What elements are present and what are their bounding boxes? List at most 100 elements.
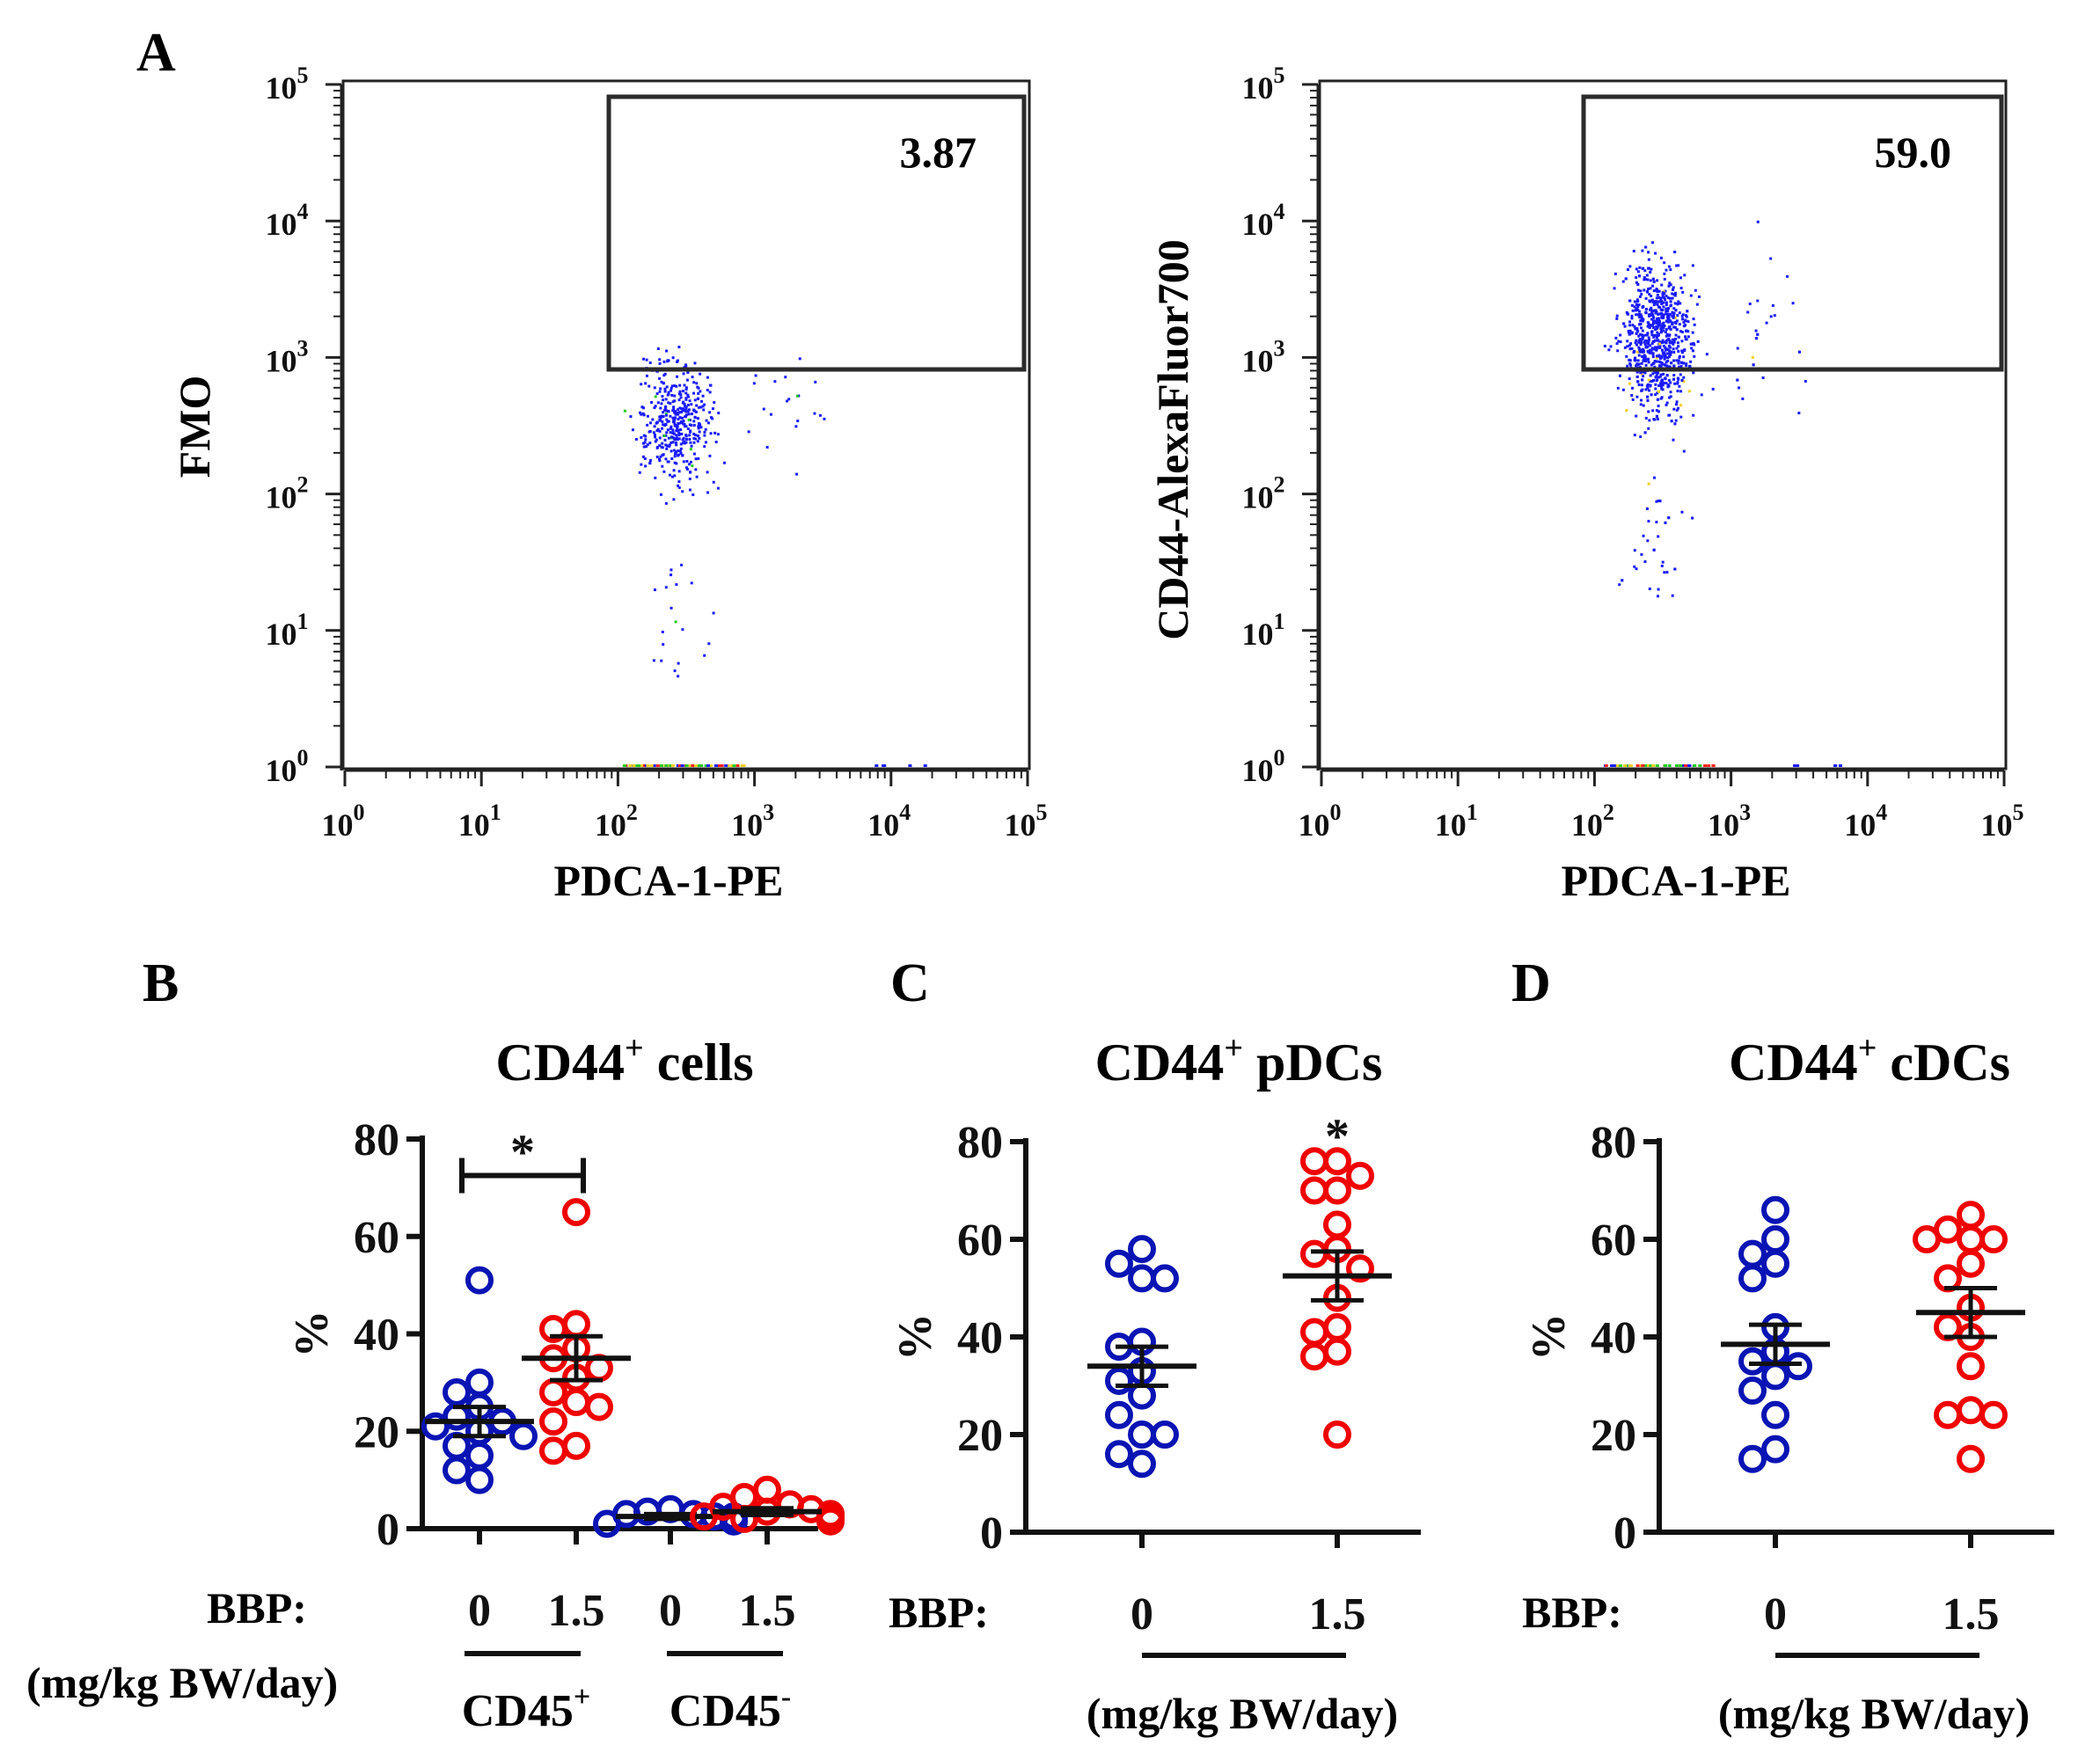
flowR-event <box>1627 329 1630 332</box>
flowR-event <box>1663 571 1666 574</box>
flowL-event <box>689 471 692 474</box>
flowR-event <box>1680 314 1684 318</box>
flowL-event <box>672 449 676 452</box>
flowR-event <box>1655 414 1658 418</box>
flowL-event <box>662 423 665 427</box>
flowL-event <box>677 398 681 402</box>
flowL-event <box>629 415 633 419</box>
flowL-event <box>654 405 657 408</box>
flowR-axis-event <box>1667 764 1672 767</box>
flowR-event <box>1648 587 1651 590</box>
flowR-event <box>1660 316 1664 319</box>
flowR-ytick-exp: 2 <box>1274 472 1285 498</box>
flowR-event <box>1665 301 1668 304</box>
flowR-event <box>1650 295 1653 298</box>
flowR-axis-event <box>1703 764 1708 767</box>
flow-plot-cd44: 59.0 100 101 102 103 104 10510010110210310410… <box>1148 62 2024 905</box>
flowL-event <box>676 437 679 441</box>
flowL-xtick-label: 103 <box>731 800 774 843</box>
flowL-event <box>654 476 657 479</box>
flowL-xtick-label: 105 <box>1005 800 1048 843</box>
flowR-event <box>1679 373 1682 376</box>
flowR-event <box>1672 293 1676 296</box>
flowL-event <box>655 456 659 459</box>
flowL-event <box>673 669 677 673</box>
flowR-event <box>1677 349 1680 353</box>
flowR-event <box>1638 347 1642 351</box>
flowR-event <box>1664 298 1667 302</box>
flowR-event <box>1679 390 1683 393</box>
flowL-event <box>688 434 691 437</box>
flowL-event <box>673 419 677 422</box>
cd45-pos-sup: + <box>574 1681 590 1713</box>
flowR-event <box>1669 312 1672 316</box>
flowL-event <box>685 459 689 463</box>
flowR-event <box>1635 276 1638 280</box>
flowR-event <box>1658 344 1662 347</box>
flowR-event <box>1637 354 1641 357</box>
flowR-event <box>1654 300 1657 303</box>
flowL-event <box>642 445 646 449</box>
flowR-event <box>1654 376 1657 379</box>
flowL-xtick-base: 10 <box>867 807 899 843</box>
flowR-event <box>1630 303 1634 307</box>
flowR-event <box>1656 339 1659 342</box>
flowR-event <box>1650 310 1654 313</box>
flowR-event <box>1635 307 1638 310</box>
flowR-event <box>1672 316 1675 319</box>
flowL-event <box>645 445 648 449</box>
flowR-event <box>1654 387 1657 391</box>
flowR-ytick-exp: 0 <box>1274 745 1285 770</box>
chartD-data-point <box>1934 1400 1962 1429</box>
flowR-event <box>1756 299 1760 303</box>
flowR-event <box>1650 363 1653 367</box>
flowL-ytick-label: 104 <box>266 199 309 242</box>
flowR-event <box>1682 355 1686 359</box>
flowL-axis-event <box>670 764 675 767</box>
flowR-axis-event <box>1686 764 1690 767</box>
flowL-event <box>675 443 678 447</box>
flowR-xtick-label: 102 <box>1571 800 1614 843</box>
flowR-event <box>1676 382 1679 385</box>
flowR-event <box>1655 379 1658 383</box>
flowL-axis-event <box>699 764 704 767</box>
flowR-event <box>1680 510 1684 514</box>
flowR-event <box>1667 320 1671 324</box>
flowR-event <box>1642 534 1645 537</box>
title-d-suffix: cDCs <box>1877 1033 2010 1092</box>
flowR-event <box>1650 318 1654 321</box>
flowR-event <box>1657 383 1661 387</box>
flowR-event <box>1642 348 1645 352</box>
flowR-event <box>1647 314 1650 318</box>
flowR-event <box>1639 435 1643 439</box>
flowL-event <box>648 430 651 434</box>
flowL-ytick-base: 10 <box>266 207 297 242</box>
flowL-event <box>664 423 668 427</box>
flowR-xtick-base: 10 <box>1299 807 1330 843</box>
flowL-event <box>674 452 677 456</box>
flowL-event <box>661 395 664 398</box>
flowL-event <box>701 394 705 398</box>
flowL-event <box>712 480 715 484</box>
flowL-event <box>644 438 648 442</box>
flowL-event <box>674 413 677 416</box>
flowL-event <box>673 410 677 413</box>
flowL-event <box>685 410 689 413</box>
flowL-event <box>643 456 647 460</box>
flowR-event <box>1679 415 1683 419</box>
flowL-event <box>686 427 690 431</box>
flowR-xtick-exp: 0 <box>1330 800 1342 825</box>
chartC-data-point <box>1323 1337 1351 1366</box>
flowR-event <box>1689 294 1693 297</box>
flowR-event <box>1660 300 1664 303</box>
flowL-event <box>681 628 684 632</box>
flowL-event <box>679 442 683 446</box>
flowL-event <box>634 437 638 441</box>
flowR-event <box>1656 398 1659 401</box>
flowR-xtick-base: 10 <box>1708 807 1739 843</box>
flowL-event <box>699 426 703 429</box>
flowR-event <box>1634 309 1637 312</box>
flowL-event <box>674 441 677 444</box>
flowL-axis-event <box>652 764 656 767</box>
flowR-event <box>1653 360 1657 363</box>
